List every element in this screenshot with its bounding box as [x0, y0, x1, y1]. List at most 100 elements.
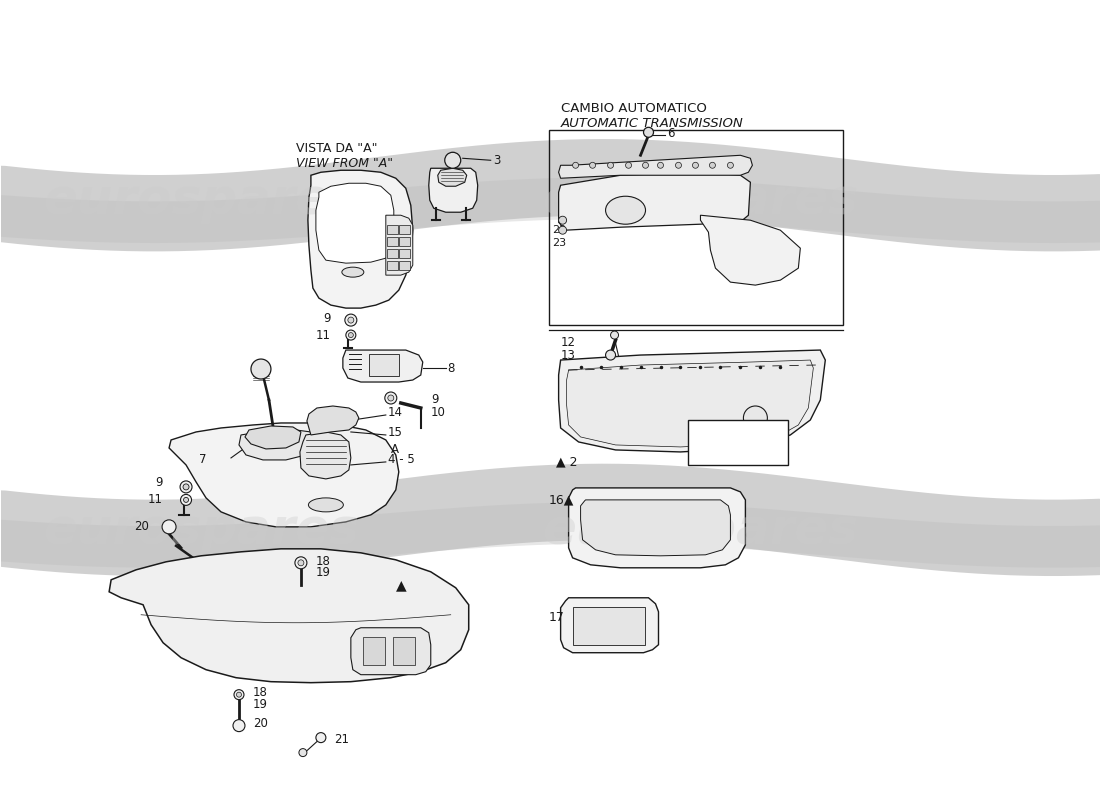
Circle shape — [295, 557, 307, 569]
Bar — [549, 130, 844, 325]
Bar — [363, 637, 385, 665]
Ellipse shape — [342, 267, 364, 277]
FancyBboxPatch shape — [399, 225, 410, 234]
Polygon shape — [386, 215, 412, 275]
Circle shape — [349, 333, 353, 338]
Polygon shape — [566, 360, 813, 447]
Circle shape — [233, 720, 245, 732]
Text: 4 - 5: 4 - 5 — [388, 454, 415, 466]
Ellipse shape — [606, 196, 646, 224]
Text: 9: 9 — [323, 311, 331, 325]
Polygon shape — [109, 549, 469, 682]
Polygon shape — [307, 406, 359, 435]
Circle shape — [299, 749, 307, 757]
Circle shape — [559, 216, 566, 224]
Text: 12: 12 — [561, 335, 575, 349]
Text: 9: 9 — [431, 394, 438, 406]
Circle shape — [234, 690, 244, 700]
Text: 7: 7 — [198, 454, 206, 466]
Text: CAMBIO AUTOMATICO: CAMBIO AUTOMATICO — [561, 102, 706, 115]
FancyBboxPatch shape — [399, 249, 410, 258]
Text: 20: 20 — [253, 717, 267, 730]
Ellipse shape — [308, 498, 343, 512]
Polygon shape — [559, 155, 752, 178]
Circle shape — [710, 162, 715, 168]
Polygon shape — [245, 426, 301, 449]
FancyBboxPatch shape — [399, 237, 410, 246]
Text: 8: 8 — [448, 362, 455, 374]
Text: VIEW FROM "A": VIEW FROM "A" — [296, 157, 393, 170]
Text: 16▲: 16▲ — [549, 494, 574, 506]
Text: 15: 15 — [388, 426, 403, 439]
Polygon shape — [239, 430, 312, 460]
Polygon shape — [559, 172, 750, 230]
Circle shape — [162, 520, 176, 534]
Text: eurospares: eurospares — [43, 176, 359, 224]
Circle shape — [348, 317, 354, 323]
Text: 9: 9 — [155, 477, 163, 490]
Text: 10: 10 — [431, 406, 446, 419]
Text: 6: 6 — [668, 127, 675, 140]
Polygon shape — [569, 488, 746, 568]
Polygon shape — [561, 598, 659, 653]
FancyBboxPatch shape — [387, 225, 398, 234]
Text: 22: 22 — [552, 225, 567, 235]
Text: 11: 11 — [148, 494, 163, 506]
Circle shape — [607, 162, 614, 168]
Polygon shape — [438, 168, 466, 186]
Text: 23: 23 — [552, 238, 567, 248]
Circle shape — [590, 162, 595, 168]
Text: 11: 11 — [316, 329, 331, 342]
Circle shape — [559, 226, 566, 234]
Text: 20: 20 — [134, 520, 150, 534]
Text: 18: 18 — [253, 686, 267, 699]
Circle shape — [606, 350, 616, 360]
Circle shape — [180, 481, 192, 493]
Circle shape — [385, 392, 397, 404]
Circle shape — [658, 162, 663, 168]
Text: A: A — [390, 443, 399, 457]
Circle shape — [675, 162, 682, 168]
Polygon shape — [559, 350, 825, 452]
Circle shape — [251, 359, 271, 379]
FancyBboxPatch shape — [387, 237, 398, 246]
Text: 14: 14 — [388, 406, 403, 419]
Polygon shape — [581, 500, 730, 556]
Text: 18: 18 — [316, 555, 331, 568]
FancyBboxPatch shape — [387, 249, 398, 258]
Text: ▲ = 1: ▲ = 1 — [719, 437, 758, 450]
Text: 19: 19 — [253, 698, 268, 711]
Text: AUTOMATIC TRANSMISSION: AUTOMATIC TRANSMISSION — [561, 117, 744, 130]
Circle shape — [573, 162, 579, 168]
Text: ▲: ▲ — [396, 578, 406, 592]
FancyBboxPatch shape — [387, 261, 398, 270]
Circle shape — [345, 330, 355, 340]
FancyBboxPatch shape — [399, 261, 410, 270]
Polygon shape — [343, 350, 422, 382]
Bar — [689, 420, 789, 465]
Bar — [393, 637, 415, 665]
Circle shape — [693, 162, 698, 168]
Circle shape — [642, 162, 649, 168]
Circle shape — [184, 498, 188, 502]
Circle shape — [298, 560, 304, 566]
Circle shape — [610, 331, 618, 339]
Bar — [368, 354, 399, 376]
Circle shape — [727, 162, 734, 168]
Circle shape — [316, 733, 326, 742]
Circle shape — [388, 395, 394, 401]
Bar — [573, 606, 645, 645]
Text: 19: 19 — [316, 566, 331, 579]
Polygon shape — [308, 170, 412, 308]
Text: 21: 21 — [334, 733, 349, 746]
Text: eurospares: eurospares — [542, 506, 858, 554]
Polygon shape — [351, 628, 431, 674]
Circle shape — [644, 127, 653, 138]
Text: ▲ 2: ▲ 2 — [556, 455, 578, 469]
Text: 3: 3 — [493, 154, 500, 166]
Circle shape — [180, 494, 191, 506]
Circle shape — [444, 152, 461, 168]
Circle shape — [345, 314, 356, 326]
Circle shape — [236, 692, 242, 697]
Text: VISTA DA "A": VISTA DA "A" — [296, 142, 377, 154]
